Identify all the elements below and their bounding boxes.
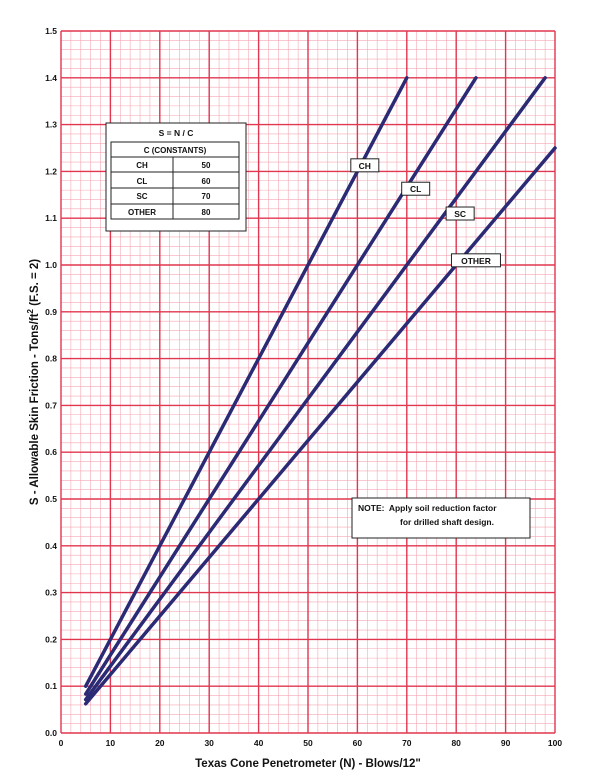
note-box: NOTE: Apply soil reduction factor for dr… (351, 497, 531, 539)
x-tick-labels: 0 10 20 30 40 50 60 70 80 90 100 (59, 738, 563, 748)
y-axis-label-tail: (F.S. = 2) (29, 259, 41, 309)
x-tick-label: 50 (303, 738, 313, 748)
series-label-other: OTHER (450, 253, 501, 268)
x-tick-label: 60 (353, 738, 363, 748)
note-box-frame (351, 497, 531, 539)
series-label-text: OTHER (461, 256, 491, 266)
series-label-box (445, 206, 475, 221)
y-tick-label: 1.5 (45, 26, 57, 36)
x-tick-label: 30 (204, 738, 214, 748)
series-label-cl: CL (401, 181, 431, 196)
x-tick-label: 70 (402, 738, 412, 748)
series-label-box (450, 253, 501, 268)
constants-value-sc: 70 (202, 192, 211, 201)
y-tick-label: 1.4 (45, 73, 57, 83)
series-label-text: SC (454, 209, 466, 219)
x-tick-label: 80 (451, 738, 461, 748)
series-line-ch (83, 76, 409, 688)
y-tick-label: 0.6 (45, 447, 57, 457)
constants-soil-sc: SC (136, 192, 147, 201)
y-axis-label-main: S - Allowable Skin Friction - Tons/ft (29, 313, 41, 505)
series-line-cl (83, 76, 478, 696)
constants-table-inner (110, 141, 240, 220)
x-tick-label: 90 (501, 738, 511, 748)
series-line-sc (83, 76, 547, 702)
y-tick-label: 1.2 (45, 166, 57, 176)
series-label-text: CL (410, 184, 421, 194)
series-label-ch: CH (350, 158, 380, 173)
series-label-sc: SC (445, 206, 475, 221)
x-axis-label: Texas Cone Penetrometer (N) - Blows/12" (195, 758, 421, 770)
y-tick-label: 0.5 (45, 494, 57, 504)
y-tick-label: 0.9 (45, 307, 57, 317)
y-tick-labels: 0.0 0.1 0.2 0.3 0.4 0.5 0.6 0.7 0.8 0.9 1.0 1.1 1.2 1… (45, 26, 57, 738)
y-tick-label: 0.0 (45, 728, 57, 738)
constants-value-other: 80 (202, 208, 211, 217)
series-lines (83, 76, 557, 706)
x-tick-label: 10 (106, 738, 116, 748)
series-label-text: CH (359, 161, 371, 171)
x-tick-label: 100 (548, 738, 562, 748)
y-tick-label: 0.8 (45, 354, 57, 364)
constants-soil-cl: CL (137, 177, 148, 186)
constants-value-ch: 50 (202, 161, 211, 170)
x-tick-label: 0 (59, 738, 64, 748)
y-tick-label: 1.3 (45, 120, 57, 130)
series-line-other (83, 146, 557, 706)
constants-header: C (CONSTANTS) (144, 146, 207, 155)
constants-table: S = N / C C (CONSTANTS) CH 50 CL 60 SC 7… (105, 122, 247, 232)
x-tick-label: 40 (254, 738, 264, 748)
series-label-box (401, 181, 431, 196)
y-tick-label: 1.1 (45, 213, 57, 223)
note-line-2: for drilled shaft design. (400, 517, 494, 527)
y-axis-label: S - Allowable Skin Friction - Tons/ft2 (… (26, 259, 41, 505)
series-label-box (350, 158, 380, 173)
y-tick-label: 0.2 (45, 634, 57, 644)
constants-soil-ch: CH (136, 161, 148, 170)
series-labels: CH CL SC OTHER (350, 158, 501, 268)
y-tick-label: 0.1 (45, 681, 57, 691)
constants-value-cl: 60 (202, 177, 211, 186)
x-tick-label: 20 (155, 738, 165, 748)
y-tick-label: 0.3 (45, 588, 57, 598)
y-tick-label: 0.7 (45, 400, 57, 410)
constants-formula: S = N / C (159, 128, 194, 138)
note-line-1: NOTE: Apply soil reduction factor (358, 503, 497, 513)
y-axis-label-superscript: 2 (26, 308, 35, 313)
y-tick-label: 0.4 (45, 541, 57, 551)
y-tick-label: 1.0 (45, 260, 57, 270)
constants-soil-other: OTHER (128, 208, 156, 217)
